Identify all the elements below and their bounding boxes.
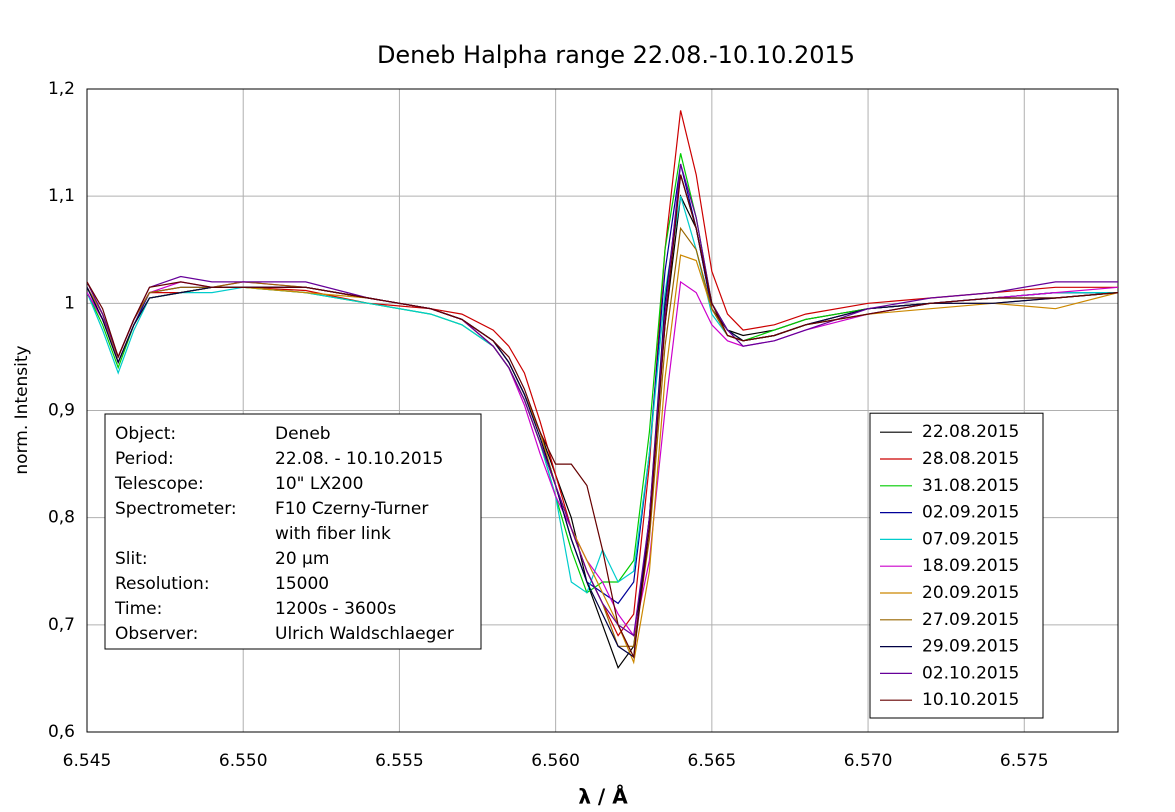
legend-label: 28.08.2015 <box>922 449 1019 469</box>
info-label: Observer: <box>115 624 198 644</box>
info-value: Ulrich Waldschlaeger <box>275 624 454 644</box>
legend-label: 10.10.2015 <box>922 690 1019 710</box>
x-tick-label: 6.565 <box>688 751 737 771</box>
info-label: Slit: <box>115 549 148 569</box>
info-label: Period: <box>115 449 174 469</box>
legend-label: 29.09.2015 <box>922 637 1019 657</box>
x-tick-label: 6.575 <box>1000 751 1049 771</box>
data-line <box>87 174 1118 660</box>
legend-label: 18.09.2015 <box>922 556 1019 576</box>
info-label: Telescope: <box>114 474 204 494</box>
info-value: 1200s - 3600s <box>275 599 396 619</box>
x-tick-label: 6.570 <box>844 751 893 771</box>
info-label: Time: <box>114 599 162 619</box>
x-tick-label: 6.560 <box>531 751 580 771</box>
info-label: Object: <box>115 424 176 444</box>
y-tick-label: 1 <box>64 293 75 313</box>
y-tick-label: 0,9 <box>48 401 75 421</box>
info-box <box>104 413 482 650</box>
chart-title: Deneb Halpha range 22.08.-10.10.2015 <box>377 41 855 69</box>
legend-label: 27.09.2015 <box>922 610 1019 630</box>
y-tick-label: 0,8 <box>48 508 75 528</box>
plot-frame <box>86 88 1119 733</box>
legend-label: 02.10.2015 <box>922 663 1019 683</box>
x-tick-label: 6.555 <box>375 751 424 771</box>
data-line <box>87 163 1118 637</box>
y-tick-label: 0,6 <box>48 722 75 742</box>
x-tick-label: 6.550 <box>219 751 268 771</box>
y-tick-label: 0,7 <box>48 615 75 635</box>
legend-label: 22.08.2015 <box>922 422 1019 442</box>
y-tick-label: 1,1 <box>48 186 75 206</box>
info-value: 20 µm <box>275 549 329 569</box>
info-label: Spectrometer: <box>115 499 237 519</box>
info-value: Deneb <box>275 424 331 444</box>
x-axis-label: λ / Å <box>578 785 628 809</box>
info-value: 15000 <box>275 574 329 594</box>
legend-label: 02.09.2015 <box>922 503 1019 523</box>
y-tick-label: 1,2 <box>48 79 75 99</box>
info-label: Resolution: <box>115 574 210 594</box>
x-tick-label: 6.545 <box>63 751 112 771</box>
legend-label: 07.09.2015 <box>922 529 1019 549</box>
legend-box <box>869 412 1044 719</box>
legend-label: 31.08.2015 <box>922 476 1019 496</box>
y-axis-label: norm. Intensity <box>12 345 32 474</box>
info-value: with fiber link <box>275 524 391 544</box>
info-value: F10 Czerny-Turner <box>275 499 428 519</box>
legend-label: 20.09.2015 <box>922 583 1019 603</box>
info-value: 22.08. - 10.10.2015 <box>275 449 443 469</box>
info-value: 10" LX200 <box>275 474 363 494</box>
